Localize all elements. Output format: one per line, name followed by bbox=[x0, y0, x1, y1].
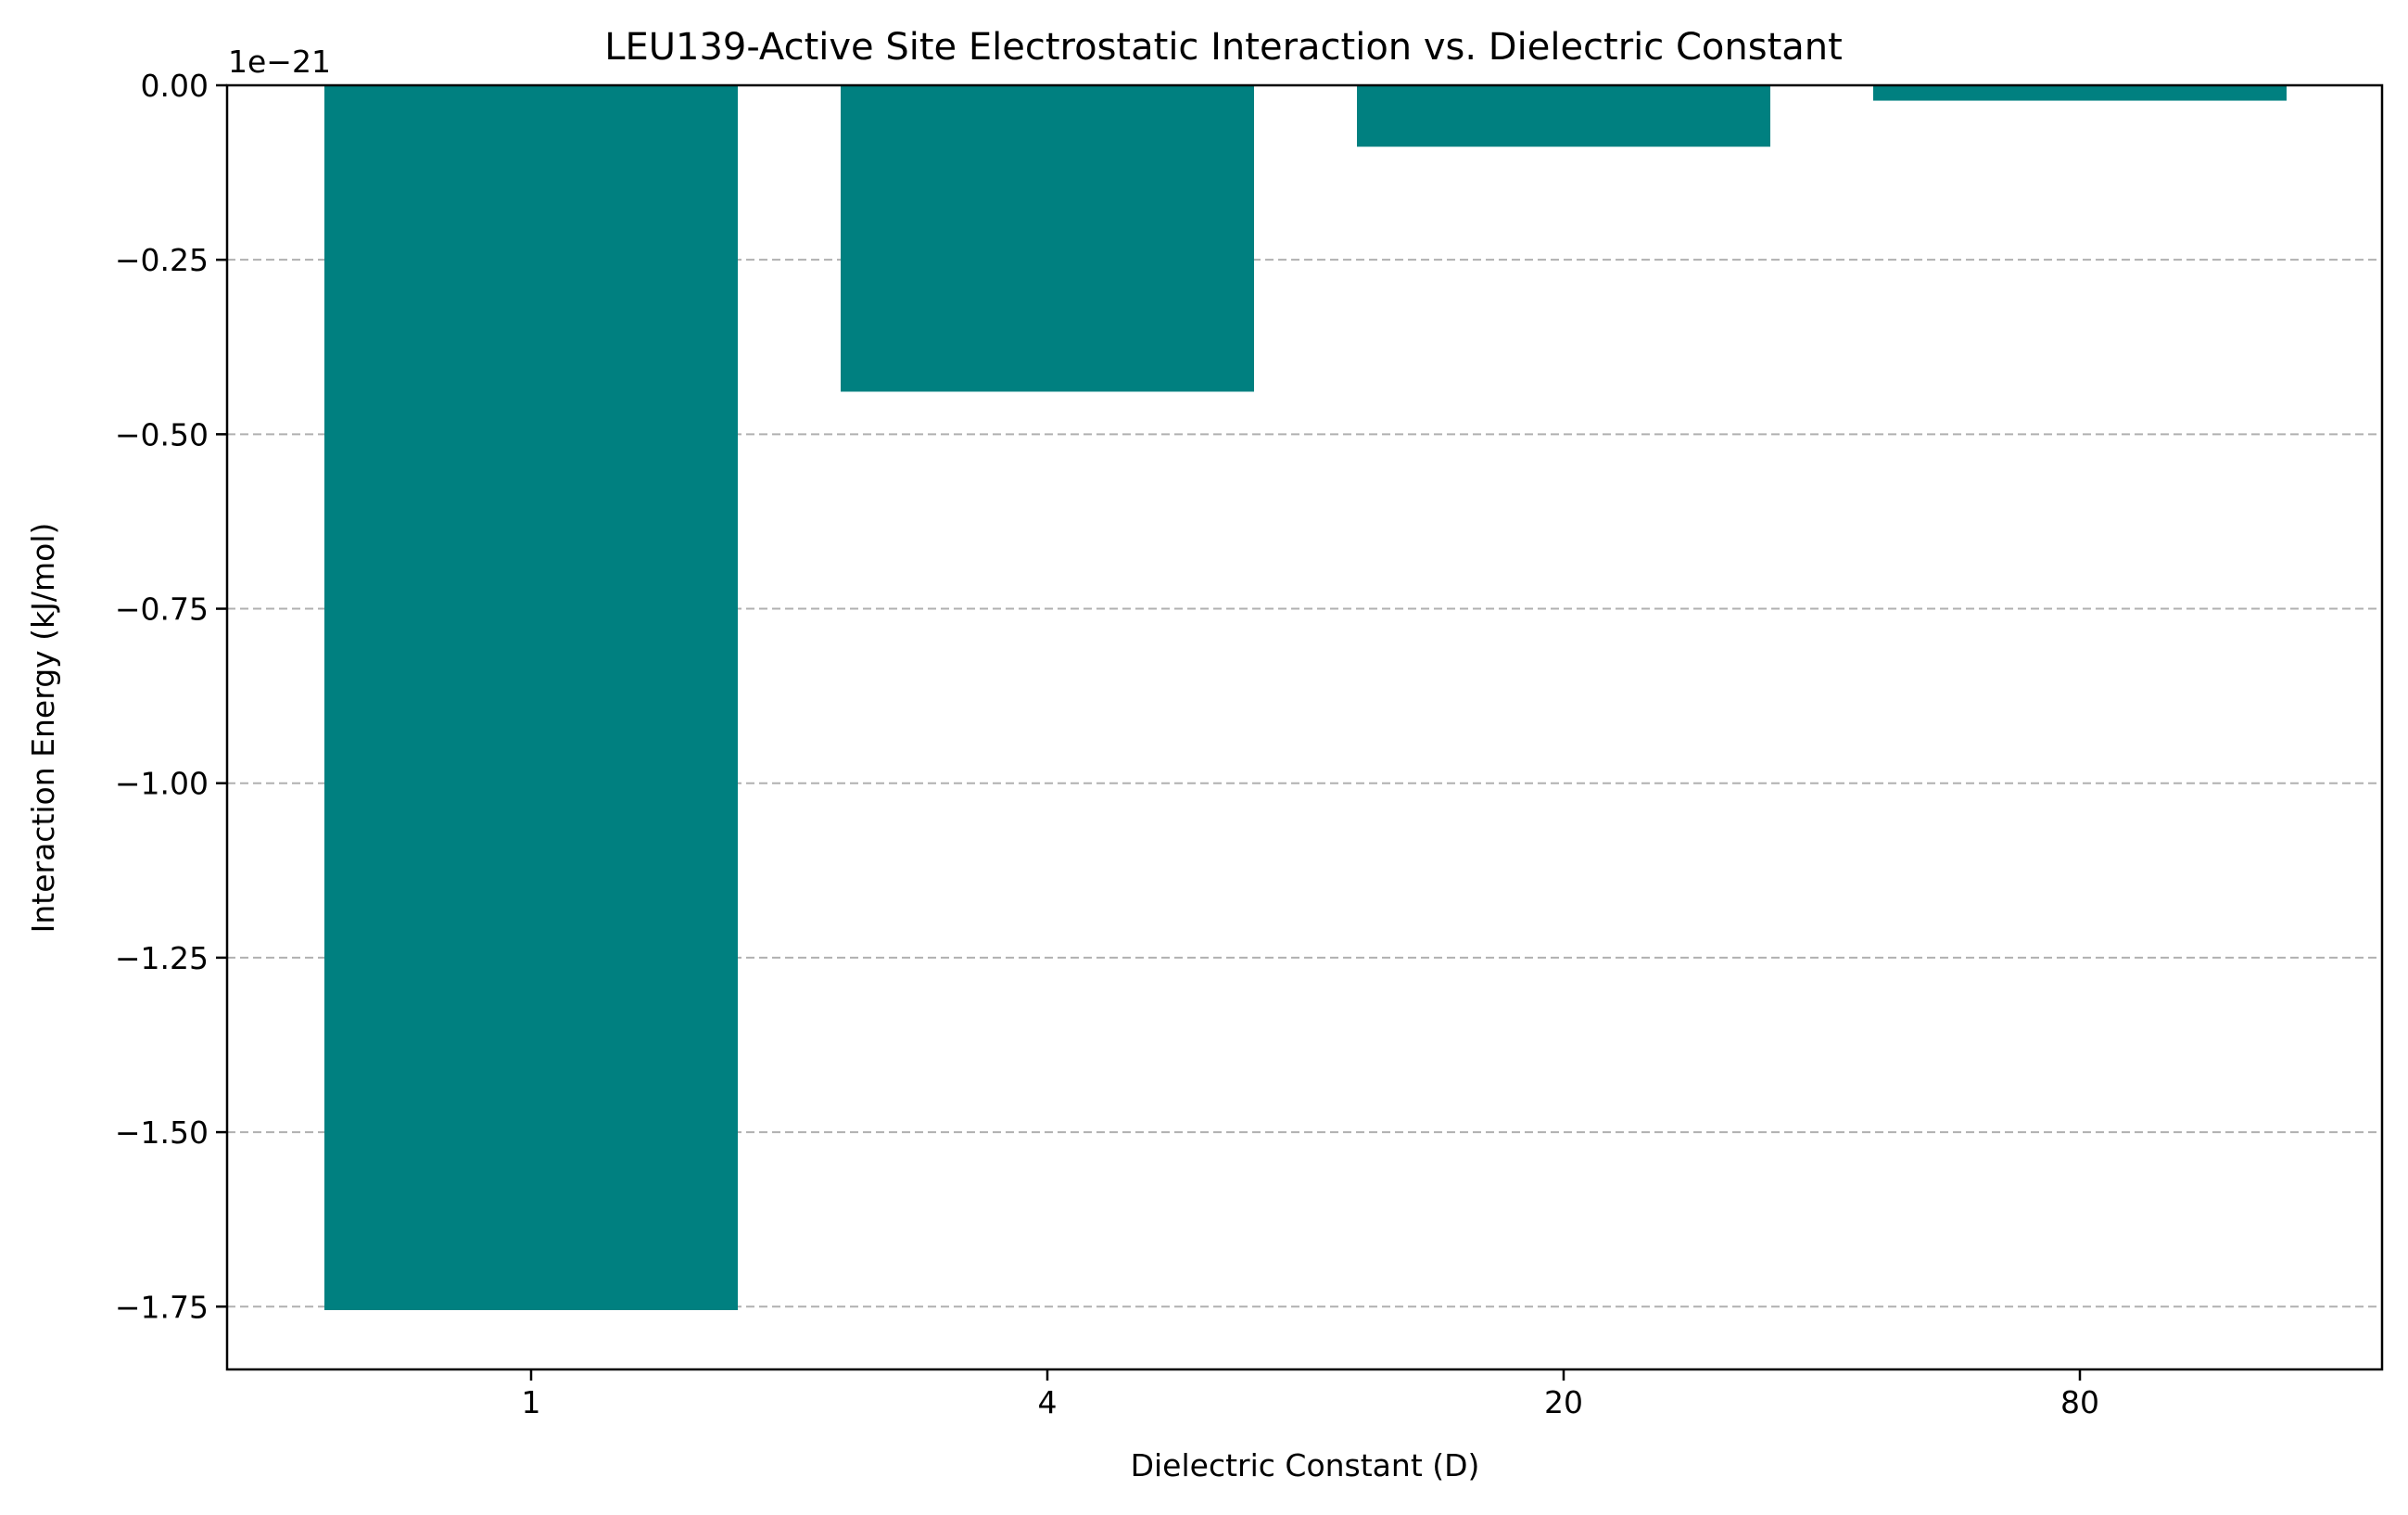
y-tick-label: 0.00 bbox=[141, 68, 209, 104]
x-tick-label: 80 bbox=[2060, 1384, 2099, 1420]
y-tick-label: −1.50 bbox=[115, 1114, 209, 1151]
y-axis-label: Interaction Energy (kJ/mol) bbox=[25, 523, 61, 934]
y-tick-label: −0.25 bbox=[115, 242, 209, 278]
bar-20 bbox=[1357, 85, 1770, 147]
chart-title: LEU139-Active Site Electrostatic Interac… bbox=[604, 26, 1843, 69]
grid-lines bbox=[227, 84, 2382, 1308]
x-axis-label: Dielectric Constant (D) bbox=[1131, 1447, 1480, 1483]
y-offset-label: 1e−21 bbox=[228, 44, 331, 80]
bar-4 bbox=[841, 85, 1254, 392]
plot-frame bbox=[225, 83, 2384, 1371]
y-tick-label: −1.00 bbox=[115, 766, 209, 802]
y-tick-label: −0.50 bbox=[115, 416, 209, 452]
x-tick-label: 1 bbox=[522, 1384, 541, 1420]
bar-80 bbox=[1873, 85, 2287, 101]
y-ticks: 0.00 −0.25 −0.50 −0.75 −1.00 −1.25 −1.50 −1.75 bbox=[115, 68, 227, 1325]
x-tick-label: 4 bbox=[1038, 1384, 1058, 1420]
y-tick-label: −0.75 bbox=[115, 592, 209, 628]
x-tick-label: 20 bbox=[1544, 1384, 1583, 1420]
x-ticks: 1 4 20 80 bbox=[522, 1369, 2099, 1420]
y-tick-label: −1.25 bbox=[115, 940, 209, 976]
bar-1 bbox=[324, 85, 738, 1311]
y-tick-label: −1.75 bbox=[115, 1289, 209, 1325]
bars bbox=[324, 85, 2287, 1311]
